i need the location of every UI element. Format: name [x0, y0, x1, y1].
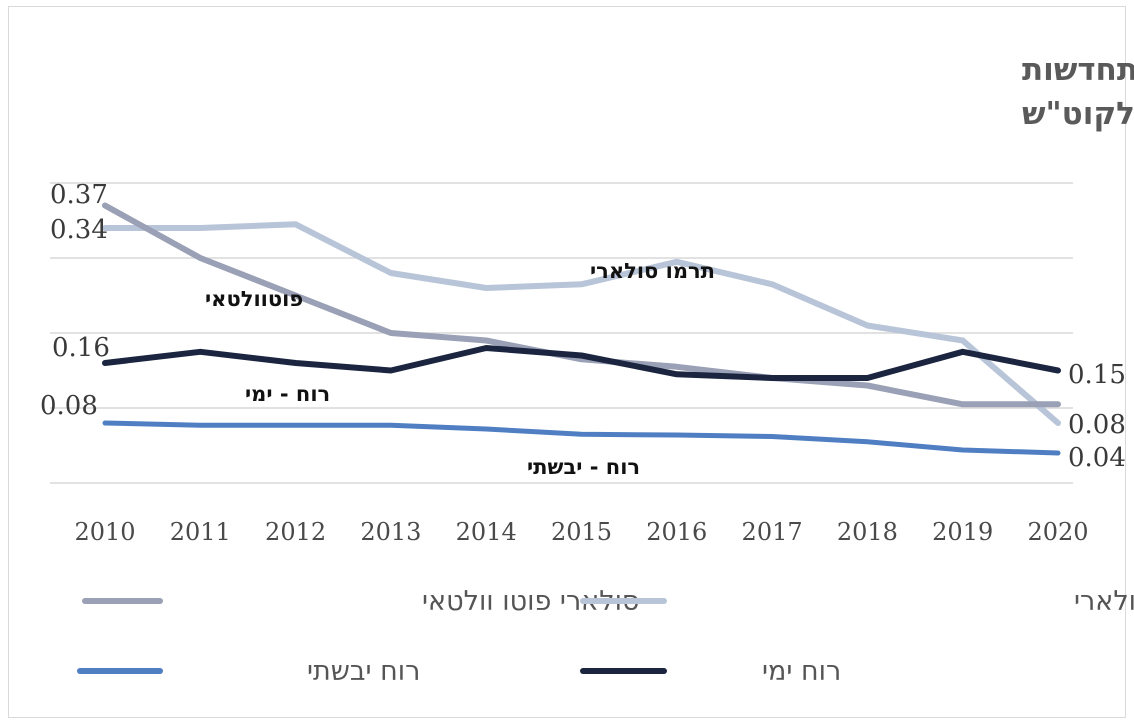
series-4-annotation: רוח - יבשתי: [527, 455, 640, 479]
series-2-annotation: תרמו סולארי: [590, 259, 715, 283]
x-tick-label-2020: 2020: [1027, 518, 1088, 546]
x-tick-label-2011: 2011: [170, 518, 231, 546]
series-3-end-label: 0.15: [1068, 360, 1126, 390]
x-tick-label-2016: 2016: [646, 518, 707, 546]
legend-label-3: רוח ימי: [762, 656, 841, 687]
series-4-end-label: 0.04: [1068, 443, 1126, 473]
series-4-start-label: 0.08: [40, 391, 98, 421]
series-line-3: [102, 345, 1061, 381]
series-line-2: [102, 221, 1061, 426]
x-tick-label-2010: 2010: [74, 518, 135, 546]
chart-title-line-1: תרשים 4: עלות ייצור ממוצעת (LCOE) של אנר…: [1022, 52, 1134, 88]
series-line-1: [102, 202, 1061, 408]
series-3-annotation: רוח - ימי: [245, 382, 330, 406]
x-tick-label-2015: 2015: [551, 518, 612, 546]
series-line-4: [102, 420, 1061, 456]
series-1-start-label: 0.37: [50, 180, 108, 210]
series-1-annotation: פוטוולטאי: [205, 287, 303, 311]
chart-frame: [8, 6, 1126, 718]
x-tick-label-2014: 2014: [456, 518, 517, 546]
legend-label-4: רוח יבשתי: [307, 656, 420, 687]
x-tick-label-2019: 2019: [932, 518, 993, 546]
x-tick-label-2018: 2018: [837, 518, 898, 546]
x-tick-label-2013: 2013: [360, 518, 421, 546]
x-tick-label-2012: 2012: [265, 518, 326, 546]
legend-label-2: ריכוז קרינת שמש, תרמו סולארי: [1074, 586, 1134, 617]
series-3-start-label: 0.16: [52, 333, 110, 363]
series-2-end-label: 0.08: [1068, 410, 1126, 440]
x-tick-label-2017: 2017: [742, 518, 803, 546]
series-2-start-label: 0.34: [50, 215, 108, 245]
chart-title-line-2: לפי טכנולוגיה, 2010-2020, דולר לקוט"ש: [1022, 96, 1134, 132]
